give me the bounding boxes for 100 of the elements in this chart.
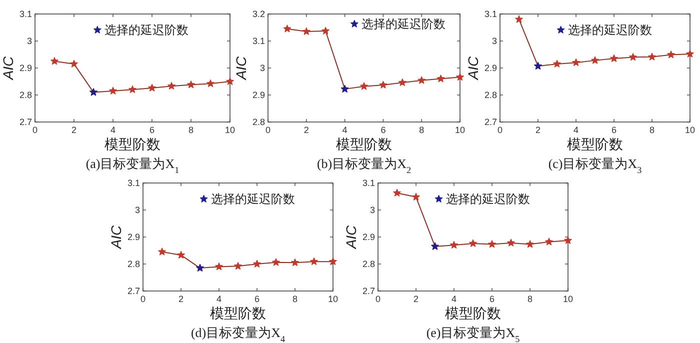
y-tick-label: 3.1 [19, 9, 32, 19]
x-tick-label: 6 [254, 294, 260, 304]
y-tick-label: 2.9 [252, 90, 265, 100]
point [544, 238, 554, 246]
text: (a)目标变量为X$_{1}$ [86, 156, 180, 175]
x-tick-label: 4 [216, 294, 222, 304]
point [450, 240, 458, 249]
x-axis-title: 模型阶数 [104, 137, 160, 153]
x-tick-label: 4 [573, 125, 579, 135]
y-tick-label: 2.9 [19, 63, 32, 73]
x-tick-label: 10 [684, 125, 696, 135]
point [590, 56, 600, 64]
y-tick-label: 3.1 [362, 178, 375, 188]
x-tick-label: 2 [178, 294, 184, 304]
point [412, 192, 420, 201]
y-tick-label: 2.8 [484, 90, 497, 100]
y-axis-title: AIC [233, 55, 249, 81]
x-tick-label: 2 [413, 294, 419, 304]
x-tick-label: 0 [497, 125, 503, 135]
y-tick-label: 2.9 [484, 63, 497, 73]
point [322, 26, 330, 34]
point [272, 258, 280, 266]
point [70, 60, 78, 68]
x-tick-label: 10 [454, 125, 466, 135]
y-tick-label: 2.7 [362, 286, 375, 296]
point [392, 188, 402, 196]
x-tick-label: 8 [419, 125, 424, 135]
legend-label: 选择的延迟阶数 [568, 23, 652, 37]
point [252, 260, 262, 268]
y-tick-label: 3.1 [484, 9, 497, 19]
point [456, 72, 464, 81]
point [108, 86, 118, 94]
x-tick-label: 0 [140, 294, 146, 304]
x-tick-label: 8 [292, 294, 298, 304]
y-tick-label: 2.9 [362, 232, 375, 242]
point [234, 262, 242, 270]
y-tick-label: 2.7 [127, 286, 140, 296]
y-tick-label: 3.1 [127, 178, 140, 188]
text: (b)目标变量为X$_{2}$ [316, 156, 412, 175]
y-axis-title: AIC [465, 55, 481, 81]
y-tick-label: 2.8 [127, 259, 140, 269]
point [686, 50, 694, 58]
x-tick-label: 2 [535, 125, 541, 135]
point [50, 57, 59, 65]
x-tick-label: 4 [451, 294, 457, 304]
point [572, 58, 580, 66]
point [552, 60, 562, 68]
y-tick-label: 2.7 [19, 117, 32, 127]
y-tick-label: 2.7 [484, 117, 497, 127]
point [186, 80, 196, 88]
point [148, 84, 156, 92]
y-axis-title: AIC [0, 55, 16, 81]
x-tick-label: 4 [342, 125, 348, 135]
point [226, 77, 234, 85]
y-tick-label: 3 [492, 36, 497, 46]
point [176, 250, 186, 259]
y-tick-label: 3 [370, 205, 375, 215]
point [648, 52, 656, 60]
x-tick-label: 6 [380, 125, 386, 135]
x-tick-label: 6 [489, 294, 495, 304]
text: (c)目标变量为X$_{3}$ [548, 156, 642, 175]
x-axis-title: 模型阶数 [567, 137, 623, 153]
y-tick-label: 2.9 [127, 232, 140, 242]
x-axis-title: 模型阶数 [336, 137, 392, 153]
x-tick-label: 2 [71, 125, 77, 135]
point [302, 27, 310, 36]
x-tick-label: 10 [328, 294, 338, 304]
x-tick-label: 0 [32, 125, 38, 135]
point [468, 239, 478, 247]
point [206, 79, 215, 88]
point [564, 236, 572, 244]
x-tick-label: 0 [375, 294, 381, 304]
x-axis-title: 模型阶数 [445, 306, 501, 322]
point [628, 52, 638, 61]
x-axis-title: 模型阶数 [210, 306, 266, 322]
point [167, 82, 176, 90]
x-tick-label: 6 [611, 125, 617, 135]
y-tick-label: 3 [26, 36, 32, 46]
point [488, 240, 496, 248]
x-tick-label: 8 [527, 294, 533, 304]
y-axis-title: AIC [108, 224, 124, 250]
point [379, 80, 388, 88]
x-tick-label: 10 [224, 125, 236, 135]
y-tick-label: 3 [134, 205, 140, 215]
legend-label: 选择的延迟阶数 [361, 17, 446, 31]
y-tick-label: 3.1 [252, 36, 265, 46]
x-tick-label: 4 [110, 125, 116, 135]
text: (e)目标变量为X$_{5}$ [426, 325, 520, 343]
y-tick-label: 2.8 [19, 90, 32, 100]
point [360, 82, 368, 90]
point [283, 24, 292, 32]
point [214, 262, 224, 270]
point [128, 85, 137, 94]
y-tick-label: 2.8 [252, 117, 265, 127]
point [526, 240, 534, 248]
point [328, 257, 338, 266]
y-axis-title: AIC [343, 224, 359, 250]
x-tick-label: 6 [149, 125, 155, 135]
point [290, 258, 300, 266]
legend-label: 选择的延迟阶数 [104, 23, 188, 37]
